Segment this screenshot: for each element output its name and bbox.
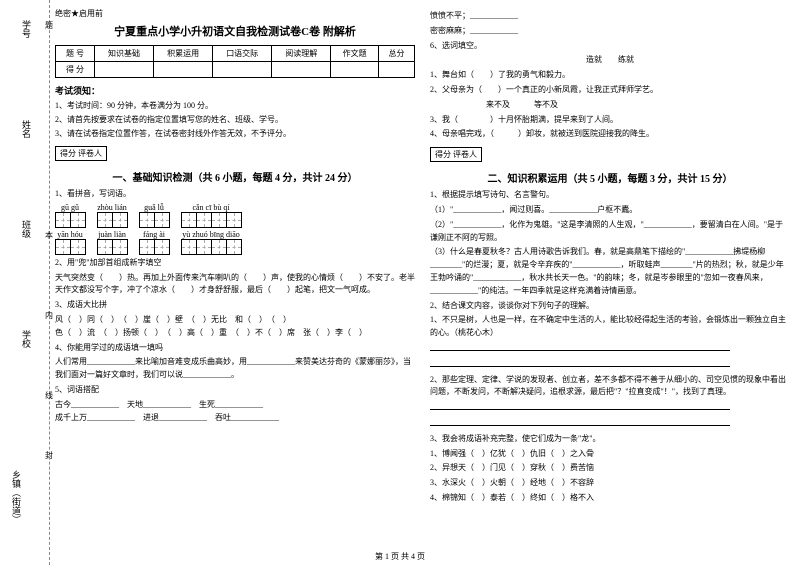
q6-item: 4、母亲唱完戏，（ ）卸妆，就被送到医院迎接我的降生。 [430, 128, 790, 141]
label-xuehao: 学号 [20, 20, 33, 38]
pinyin-item: juàn liàn [97, 230, 127, 255]
page-footer: 第 1 页 共 4 页 [0, 551, 800, 562]
q1: 1、看拼音，写词语。 [55, 188, 415, 201]
label-banji: 班级 [20, 220, 33, 238]
blank-line [430, 342, 790, 356]
table-row: 得 分 [56, 62, 415, 78]
q6-item: 来不及 等不及 [430, 99, 790, 112]
td [331, 62, 379, 78]
right-column: 愤愤不平；____________ 密密麻麻；____________ 6、选词… [430, 8, 790, 507]
sq2-text: 1、不只是树，人也是一样，在不确定中生活的人，能比较经得起生活的考验，会锻炼出一… [430, 314, 790, 340]
q2-text: 天气突然变（ ）热。再加上外面传来汽车喇叭的（ ）声，使我的心情烦（ ）不安了。… [55, 272, 415, 298]
td [378, 62, 414, 78]
side-label-strip: 学号 姓名 班级 学校 乡镇（街道） 题 本 内 线 封 [0, 0, 50, 565]
th: 积累运用 [154, 46, 213, 62]
score-box: 得分 评卷人 [430, 147, 482, 162]
td [272, 62, 331, 78]
q5: 5、词语搭配 [55, 384, 415, 397]
pinyin-item: fáng ài [139, 230, 169, 255]
table-row: 题 号 知识基础 积累运用 口语交际 阅读理解 作文题 总分 [56, 46, 415, 62]
blank-line [430, 417, 790, 431]
sq1: 1、根据提示填写诗句、名言警句。 [430, 189, 790, 202]
blank-line [430, 401, 790, 415]
left-column: 绝密★启用前 宁夏重点小学小升初语文自我检测试卷C卷 附解析 题 号 知识基础 … [55, 8, 415, 507]
label-xuexiao: 学校 [20, 330, 33, 348]
th: 知识基础 [94, 46, 153, 62]
main-content: 绝密★启用前 宁夏重点小学小升初语文自我检测试卷C卷 附解析 题 号 知识基础 … [0, 0, 800, 507]
q3: 3、成语大比拼 [55, 299, 415, 312]
q6-item: 2、父母亲为（ ）一个真正的小新凤霞，让我正式拜师学艺。 [430, 84, 790, 97]
th: 题 号 [56, 46, 95, 62]
sq1-item: （3）什么是春夏秋冬？古人用诗歌告诉我们。春，就是高鼎笔下描绘的"_______… [430, 246, 790, 297]
notice-title: 考试须知： [55, 84, 415, 97]
label-xingming: 姓名 [20, 120, 33, 138]
score-box: 得分 评卷人 [55, 146, 107, 161]
th: 口语交际 [213, 46, 272, 62]
pinyin-item: zhòu lián [97, 203, 127, 228]
section2-title: 二、知识积累运用（共 5 小题，每题 3 分，共计 15 分） [430, 170, 790, 185]
sq3-item: 4、棉锦知（ ）泰若（ ）终如（ ）格不入 [430, 492, 790, 505]
sq1-item: （1）"____________，闻过则喜。____________户枢不蠹。 [430, 204, 790, 217]
q6-item: 3、我（ ）十月怀胎期满，提早来到了人间。 [430, 114, 790, 127]
sq2: 2、结合课文内容，谈谈你对下列句子的理解。 [430, 300, 790, 313]
char-xian: 线 [45, 390, 53, 401]
td [213, 62, 272, 78]
exam-title: 宁夏重点小学小升初语文自我检测试卷C卷 附解析 [55, 23, 415, 39]
sq1-item: （2）"____________，化作为鬼雄。"这是李清照的人生观，"_____… [430, 219, 790, 245]
notice-item: 2、请首先按要求在试卷的指定位置填写您的姓名、班级、学号。 [55, 114, 415, 126]
char-feng: 封 [45, 450, 53, 461]
score-table: 题 号 知识基础 积累运用 口语交际 阅读理解 作文题 总分 得 分 [55, 45, 415, 78]
q5-text: 古今____________ 天地____________ 生死________… [55, 399, 415, 425]
q6: 6、选词填空。 [430, 40, 790, 53]
q6-words: 造就 练就 [430, 54, 790, 67]
notice-item: 1、考试时间：90 分钟，本卷满分为 100 分。 [55, 100, 415, 112]
pinyin-item: yù zhuó bīng diāo [181, 230, 241, 255]
td [154, 62, 213, 78]
item: 密密麻麻；____________ [430, 25, 790, 38]
sq3-item: 1、博闻强（ ）亿犹（ ）仇旧（ ）之入骨 [430, 448, 790, 461]
sq3-item: 2、异想天（ ）门见（ ）穿秋（ ）费苦恼 [430, 462, 790, 475]
pinyin-item: yān hóu [55, 230, 85, 255]
q2: 2、用"兜"加部首组成新字填空 [55, 257, 415, 270]
pinyin-item: cǎn cī bù qí [181, 203, 241, 228]
th: 总分 [378, 46, 414, 62]
item: 愤愤不平；____________ [430, 10, 790, 23]
q4: 4、你能用学过的成语填一填吗 [55, 342, 415, 355]
section1-title: 一、基础知识检测（共 6 小题，每题 4 分，共计 24 分） [55, 169, 415, 184]
q4-text: 人们常用____________来比喻加音难变成乐曲高妙，用__________… [55, 356, 415, 382]
char-nei: 内 [45, 310, 53, 321]
th: 阅读理解 [272, 46, 331, 62]
notice-item: 3、请在试卷指定位置作答，在试卷密封线外作答无效，不予评分。 [55, 128, 415, 140]
sq3-item: 3、水深火（ ）火朝（ ）经地（ ）不容辞 [430, 477, 790, 490]
char-ti: 题 [45, 20, 53, 31]
td [94, 62, 153, 78]
char-ben: 本 [45, 230, 53, 241]
sq3: 3、我会将成语补充完整，使它们成为一条"龙"。 [430, 433, 790, 446]
pinyin-row2: yān hóu juàn liàn fáng ài yù zhuó bīng d… [55, 230, 415, 255]
label-xiangzhen: 乡镇（街道） [10, 470, 23, 524]
q3-items: 风（ ）同（ ） （ ）崖（ ）壁 （ ）无比 和（ ） （ ） 色（ ）流 （… [55, 314, 415, 340]
pinyin-item: guǎ lǚ [139, 203, 169, 228]
blank-line [430, 358, 790, 372]
sq2-text2: 2、那些定理、定律、学说的发现者、创立者，差不多都不得不善于从细小的、司空见惯的… [430, 374, 790, 400]
confidential-note: 绝密★启用前 [55, 8, 415, 19]
pinyin-row1: gū gǔ zhòu lián guǎ lǚ cǎn cī bù qí [55, 203, 415, 228]
td: 得 分 [56, 62, 95, 78]
pinyin-item: gū gǔ [55, 203, 85, 228]
q6-item: 1、舞台如（ ）了我的勇气和毅力。 [430, 69, 790, 82]
th: 作文题 [331, 46, 379, 62]
